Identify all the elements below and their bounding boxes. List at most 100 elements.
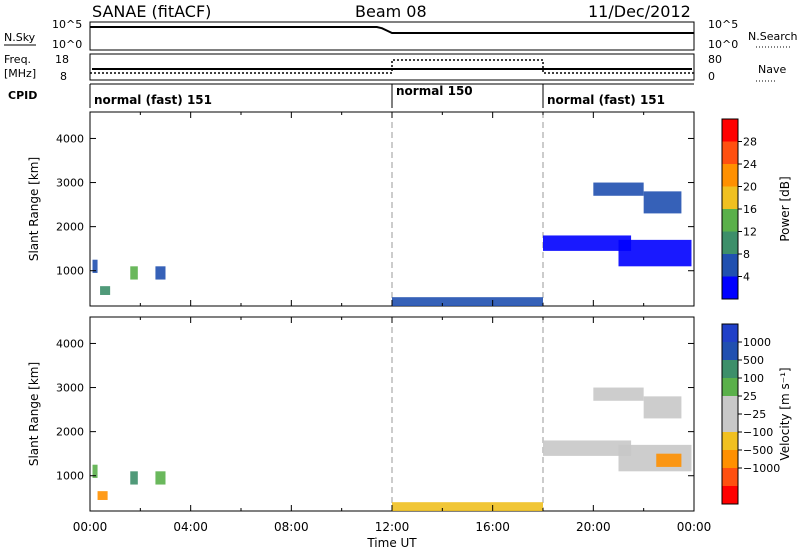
scatter-band	[618, 239, 692, 267]
colorbar-tick-label: 28	[743, 136, 757, 149]
mhz-label: [MHz]	[4, 67, 36, 80]
scatter-band	[100, 286, 111, 295]
colorbar-swatch	[722, 378, 738, 396]
x-tick-label: 00:00	[73, 520, 108, 534]
colorbar-label: Power [dB]	[778, 176, 792, 241]
scatter-band	[656, 453, 682, 467]
colorbar-tick-label: 500	[743, 354, 764, 367]
x-tick-label: 20:00	[576, 520, 611, 534]
colorbar-swatch	[722, 164, 738, 187]
colorbar-swatch	[722, 141, 738, 164]
colorbar-tick-label: −500	[743, 444, 773, 457]
scatter-band	[392, 297, 543, 306]
colorbar-swatch	[722, 432, 738, 450]
nsky-label: N.Sky	[4, 31, 36, 44]
colorbar-tick-label: −25	[743, 408, 766, 421]
nave-tick-top: 80	[708, 53, 722, 66]
colorbar-swatch	[722, 276, 738, 299]
cpid-segment-label: normal 150	[396, 84, 473, 98]
colorbar-tick-label: −100	[743, 426, 773, 439]
colorbar-label: Velocity [m s⁻¹]	[778, 367, 792, 460]
colorbar-tick-label: 25	[743, 390, 757, 403]
x-tick-label: 08:00	[274, 520, 309, 534]
power-panel: 1000 2000 3000 4000 Slant Range [km]	[27, 111, 695, 307]
colorbar-swatch	[722, 209, 738, 232]
cpid-label: CPID	[8, 89, 37, 102]
colorbar-swatch	[722, 360, 738, 378]
nsearch-tick-top: 10^5	[708, 18, 738, 31]
scatter-band	[155, 471, 166, 485]
beam-title: Beam 08	[355, 2, 427, 21]
scatter-band	[92, 259, 98, 273]
colorbar-swatch	[722, 450, 738, 468]
y-tick-label: 4000	[56, 132, 84, 145]
x-tick-label: 00:00	[677, 520, 712, 534]
freq-strip: Freq. [MHz] 18 8 80 0 Nave	[4, 53, 786, 83]
colorbar-swatch	[722, 186, 738, 209]
colorbar-swatch	[722, 396, 738, 414]
scatter-band	[643, 191, 682, 214]
colorbar-tick-label: 4	[743, 271, 750, 284]
nsearch-tick-bottom: 10^0	[708, 38, 738, 51]
y-tick-label: 1000	[56, 470, 84, 483]
colorbar-swatch	[722, 324, 738, 342]
nave-tick-bottom: 0	[708, 70, 715, 83]
y-tick-label: 1000	[56, 265, 84, 278]
freq-tick-top: 18	[55, 53, 69, 66]
y-tick-label: 2000	[56, 221, 84, 234]
nsearch-label: N.Search	[748, 30, 798, 43]
colorbar-tick-label: 24	[743, 158, 757, 171]
velocity-colorbar: 1000 500 100 25 −25 −100 −500 −1000 Velocity [m …	[721, 323, 792, 505]
cpid-segment-label: normal (fast) 151	[94, 93, 212, 107]
scatter-band	[543, 235, 632, 251]
power-colorbar: 4 8 12 16 20 24 28 Power [dB]	[721, 118, 792, 300]
colorbar-tick-label: 16	[743, 203, 757, 216]
nsky-tick-top: 10^5	[52, 18, 82, 31]
colorbar-tick-label: −1000	[743, 462, 780, 475]
scatter-band	[155, 266, 166, 280]
colorbar-swatch	[722, 414, 738, 432]
y-tick-label: 4000	[56, 337, 84, 350]
y-tick-label: 3000	[56, 382, 84, 395]
colorbar-tick-label: 20	[743, 181, 757, 194]
colorbar-tick-label: 8	[743, 248, 750, 261]
nsky-strip: N.Sky 10^5 10^0 10^5 10^0 N.Search	[4, 18, 798, 51]
scatter-band	[97, 491, 108, 500]
y-axis-label: Slant Range [km]	[27, 157, 41, 261]
colorbar-tick-label: 100	[743, 372, 764, 385]
scatter-band	[643, 396, 682, 419]
x-axis-label: Time UT	[366, 536, 417, 550]
x-tick-label: 12:00	[375, 520, 410, 534]
station-title: SANAE (fitACF)	[92, 2, 212, 21]
scatter-band	[543, 440, 632, 456]
x-tick-label: 04:00	[173, 520, 208, 534]
cpid-strip: CPID normal (fast) 151 normal 150 normal (…	[8, 83, 694, 108]
scatter-band	[130, 471, 138, 485]
colorbar-tick-label: 12	[743, 226, 757, 239]
nave-label: Nave	[758, 63, 786, 76]
scatter-band	[392, 502, 543, 511]
cpid-segment-label: normal (fast) 151	[547, 93, 665, 107]
freq-tick-bottom: 8	[60, 70, 67, 83]
colorbar-swatch	[722, 342, 738, 360]
colorbar-swatch	[722, 231, 738, 254]
scatter-band	[593, 387, 644, 401]
colorbar-swatch	[722, 486, 738, 504]
date-title: 11/Dec/2012	[588, 2, 691, 21]
freq-label: Freq.	[4, 53, 31, 66]
colorbar-swatch	[722, 119, 738, 142]
nsky-tick-bottom: 10^0	[52, 38, 82, 51]
colorbar-swatch	[722, 468, 738, 486]
colorbar-swatch	[722, 254, 738, 277]
x-tick-label: 16:00	[475, 520, 510, 534]
colorbar-tick-label: 1000	[743, 336, 771, 349]
y-tick-label: 2000	[56, 426, 84, 439]
scatter-band	[92, 464, 98, 478]
scatter-band	[593, 182, 644, 196]
y-axis-label: Slant Range [km]	[27, 362, 41, 466]
y-tick-label: 3000	[56, 177, 84, 190]
velocity-panel: 1000 2000 3000 4000 Slant Range [km] 00:00 04:…	[27, 316, 712, 550]
scatter-band	[130, 266, 138, 280]
